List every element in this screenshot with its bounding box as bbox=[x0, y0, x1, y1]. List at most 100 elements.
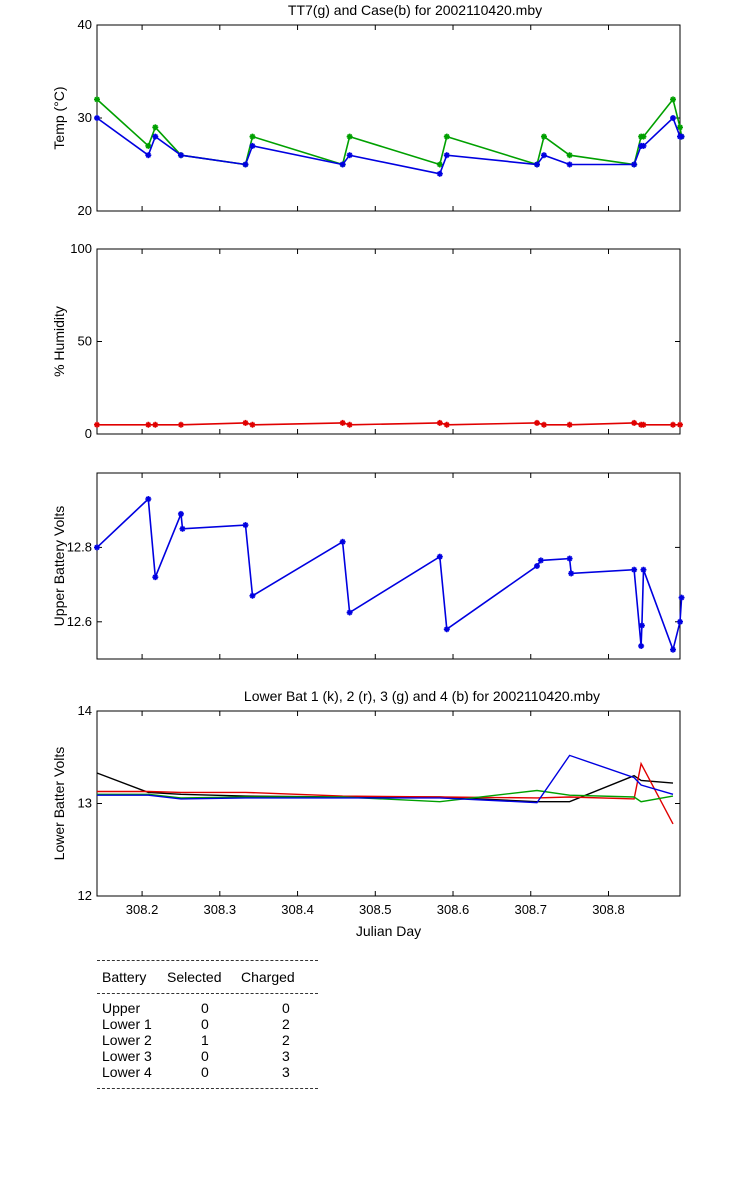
data-point bbox=[678, 133, 685, 140]
plot-area bbox=[96, 248, 681, 435]
data-point bbox=[677, 421, 683, 428]
data-point bbox=[566, 555, 573, 562]
data-point bbox=[177, 421, 184, 428]
data-point bbox=[436, 553, 443, 560]
data-point bbox=[152, 133, 159, 140]
data-point bbox=[640, 421, 647, 428]
data-point bbox=[94, 115, 100, 121]
data-point bbox=[249, 421, 256, 428]
x-tick-label: 308.6 bbox=[437, 902, 470, 917]
data-point bbox=[145, 496, 152, 503]
data-point bbox=[94, 544, 100, 551]
table-row: Lower 1 0 2 bbox=[97, 1016, 318, 1032]
data-point bbox=[249, 133, 256, 140]
series-line-2 bbox=[97, 789, 674, 803]
data-point bbox=[339, 538, 346, 545]
plot-area bbox=[96, 472, 681, 660]
data-point bbox=[94, 421, 100, 428]
data-point bbox=[242, 161, 249, 168]
data-point bbox=[242, 522, 249, 529]
series-line-3 bbox=[97, 754, 674, 804]
charged-value: 2 bbox=[282, 1032, 290, 1048]
data-point bbox=[94, 96, 100, 103]
header-battery: Battery bbox=[102, 969, 147, 985]
chart-title: TT7(g) and Case(b) for 2002110420.mby bbox=[288, 2, 542, 18]
x-tick-label: 308.5 bbox=[359, 902, 392, 917]
data-point bbox=[566, 152, 573, 159]
data-point bbox=[436, 170, 443, 177]
data-point bbox=[177, 510, 184, 517]
data-point bbox=[640, 566, 647, 573]
y-tick-label: 30 bbox=[78, 110, 92, 125]
y-tick-label: 14 bbox=[78, 703, 92, 718]
data-point bbox=[631, 419, 638, 426]
charged-value: 2 bbox=[282, 1016, 290, 1032]
data-point bbox=[677, 618, 683, 625]
series-line-0 bbox=[97, 422, 680, 426]
series-line-1 bbox=[97, 761, 674, 825]
data-point bbox=[152, 421, 159, 428]
table-top-divider bbox=[97, 960, 318, 961]
chart-title: Lower Bat 1 (k), 2 (r), 3 (g) and 4 (b) … bbox=[244, 688, 600, 704]
y-tick-label: 13 bbox=[78, 796, 92, 811]
data-point bbox=[177, 152, 184, 159]
charged-value: 0 bbox=[282, 1000, 290, 1016]
data-point bbox=[145, 152, 152, 159]
y-tick-label: 12.6 bbox=[67, 614, 92, 629]
x-tick-label: 308.8 bbox=[592, 902, 625, 917]
data-point bbox=[443, 152, 450, 159]
battery-name: Lower 3 bbox=[102, 1048, 152, 1064]
battery-name: Lower 1 bbox=[102, 1016, 152, 1032]
data-point bbox=[568, 570, 575, 577]
charged-value: 3 bbox=[282, 1064, 290, 1080]
data-point bbox=[152, 574, 159, 581]
selected-value: 0 bbox=[201, 1048, 209, 1064]
selected-value: 1 bbox=[201, 1032, 209, 1048]
data-point bbox=[179, 525, 186, 532]
table-row: Lower 2 1 2 bbox=[97, 1032, 318, 1048]
x-tick-label: 308.4 bbox=[281, 902, 314, 917]
table-header-row: Battery Selected Charged bbox=[97, 961, 318, 993]
data-point bbox=[152, 124, 159, 131]
data-point bbox=[540, 421, 547, 428]
y-axis-label: Upper Battery Volts bbox=[51, 506, 67, 627]
series-line-0 bbox=[96, 497, 683, 653]
battery-name: Upper bbox=[102, 1000, 141, 1016]
data-point bbox=[346, 609, 353, 616]
selected-value: 0 bbox=[201, 1000, 209, 1016]
header-charged: Charged bbox=[241, 969, 295, 985]
data-point bbox=[540, 152, 547, 159]
x-axis-label: Julian Day bbox=[356, 923, 421, 939]
y-tick-label: 12.8 bbox=[67, 539, 92, 554]
data-point bbox=[678, 594, 685, 601]
data-point bbox=[249, 592, 256, 599]
y-tick-label: 40 bbox=[78, 17, 92, 32]
data-point bbox=[670, 115, 677, 121]
data-point bbox=[436, 419, 443, 426]
data-point bbox=[631, 161, 638, 168]
y-axis-label: % Humidity bbox=[51, 306, 67, 377]
table-bottom-divider bbox=[97, 1088, 318, 1089]
data-point bbox=[533, 419, 540, 426]
data-point bbox=[249, 142, 256, 149]
data-point bbox=[242, 419, 249, 426]
table-row: Lower 4 0 3 bbox=[97, 1064, 318, 1080]
table-header-divider bbox=[97, 993, 318, 994]
data-point bbox=[436, 161, 443, 168]
data-point bbox=[566, 161, 573, 168]
data-point bbox=[346, 421, 353, 428]
data-point bbox=[533, 563, 540, 569]
header-selected: Selected bbox=[167, 969, 222, 985]
data-point bbox=[566, 421, 573, 428]
data-point bbox=[540, 133, 547, 140]
data-point bbox=[677, 124, 683, 131]
y-axis-label: Lower Batter Volts bbox=[51, 747, 67, 861]
y-tick-label: 50 bbox=[78, 334, 92, 349]
data-point bbox=[631, 566, 638, 573]
table-row: Upper 0 0 bbox=[97, 1000, 318, 1016]
data-point bbox=[670, 421, 677, 428]
plot-area bbox=[96, 24, 681, 212]
y-axis-label: Temp (°C) bbox=[51, 86, 67, 149]
y-tick-label: 0 bbox=[85, 426, 92, 441]
